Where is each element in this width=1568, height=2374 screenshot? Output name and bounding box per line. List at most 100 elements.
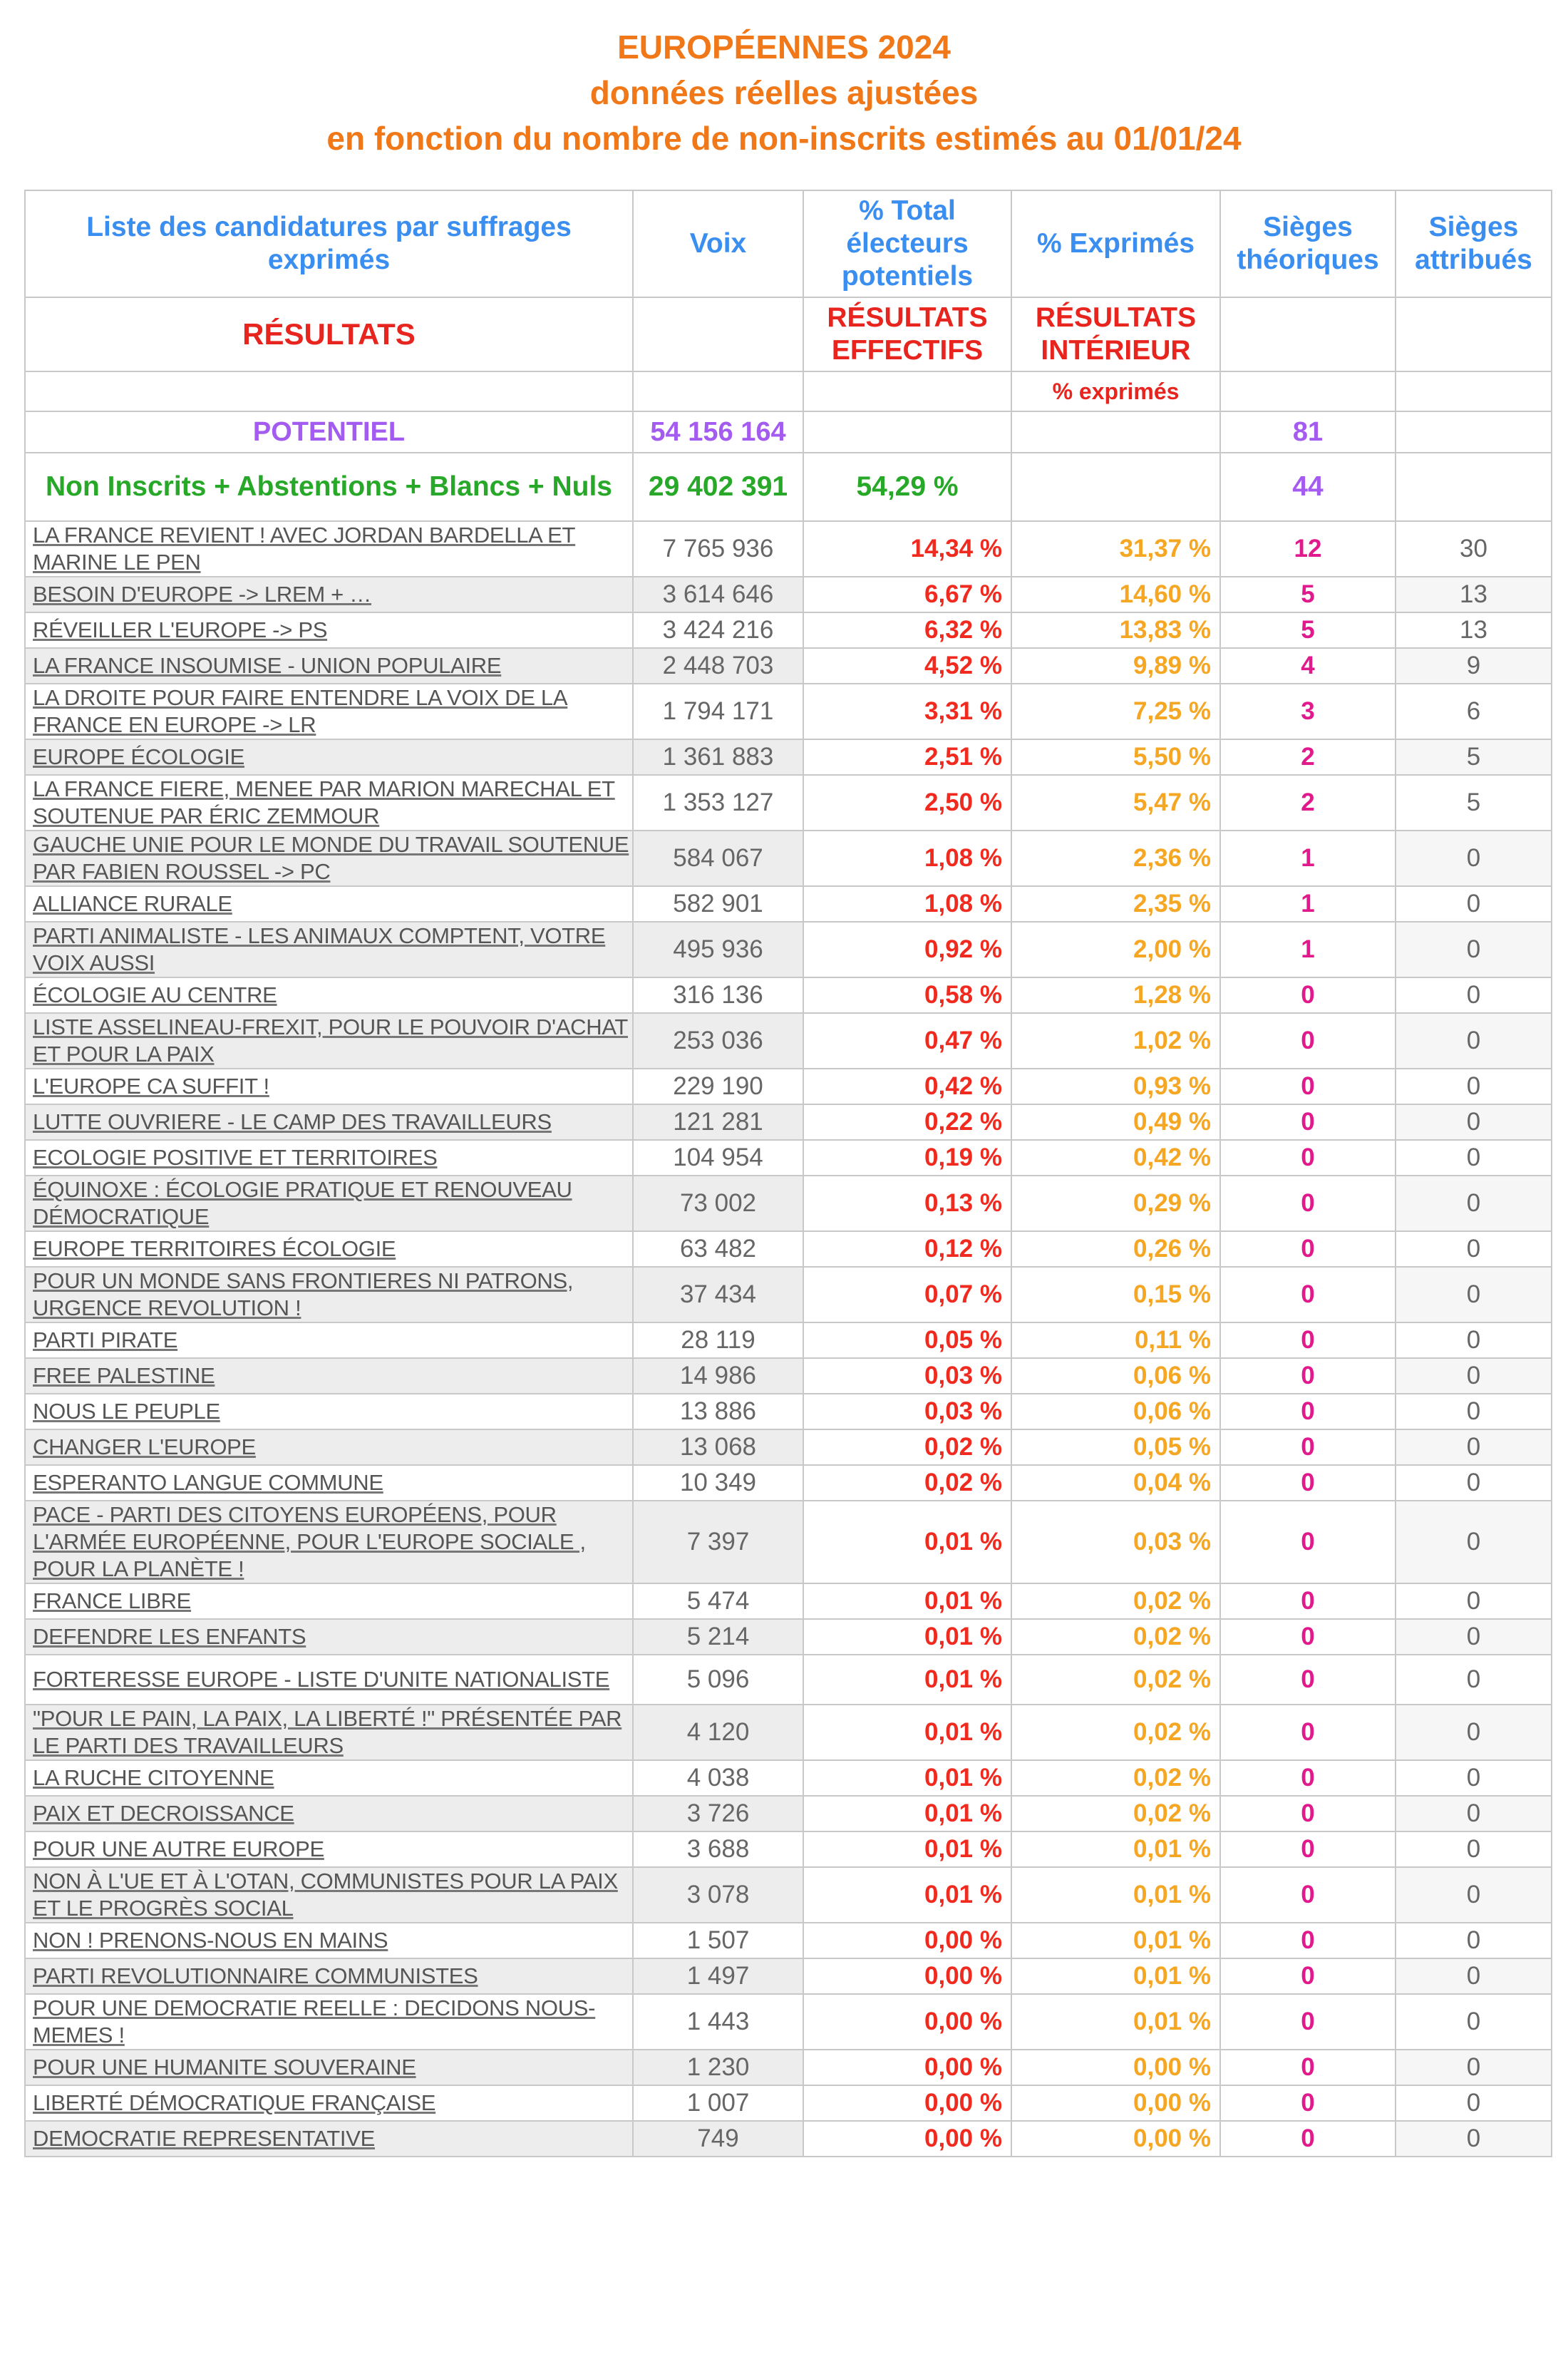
party-link[interactable]: "POUR LE PAIN, LA PAIX, LA LIBERTÉ !" PR…: [24, 1704, 634, 1761]
table-row: PARTI REVOLUTIONNAIRE COMMUNISTES 1 497 0,…: [24, 1958, 1552, 1995]
pct-total-cell: 0,01 %: [803, 1759, 1012, 1797]
pct-total-cell: 4,52 %: [803, 647, 1012, 684]
party-link[interactable]: PARTI ANIMALISTE - LES ANIMAUX COMPTENT,…: [24, 921, 634, 978]
party-link[interactable]: POUR UNE AUTRE EUROPE: [24, 1831, 634, 1868]
voix-cell: 1 794 171: [632, 683, 804, 740]
voix-cell: 3 614 646: [632, 576, 804, 613]
party-link[interactable]: POUR UN MONDE SANS FRONTIERES NI PATRONS…: [24, 1266, 634, 1323]
pct-exprimes-cell: 0,15 %: [1011, 1266, 1221, 1323]
sieges-attribues-cell: 5: [1395, 739, 1552, 776]
party-link[interactable]: PACE - PARTI DES CITOYENS EUROPÉENS, POU…: [24, 1500, 634, 1584]
party-link[interactable]: PARTI REVOLUTIONNAIRE COMMUNISTES: [24, 1958, 634, 1995]
pct-exprimes-cell: 1,28 %: [1011, 977, 1221, 1014]
pct-total-cell: 0,58 %: [803, 977, 1012, 1014]
party-link[interactable]: NON ! PRENONS-NOUS EN MAINS: [24, 1922, 634, 1959]
table-row: PARTI ANIMALISTE - LES ANIMAUX COMPTENT,…: [24, 921, 1552, 978]
sieges-theoriques-cell: 0: [1219, 1993, 1396, 2050]
party-link[interactable]: DEFENDRE LES ENFANTS: [24, 1618, 634, 1655]
sieges-attribues-cell: 0: [1395, 1175, 1552, 1232]
sieges-theoriques-cell: 1: [1219, 885, 1396, 923]
party-link[interactable]: DEMOCRATIE REPRESENTATIVE: [24, 2120, 634, 2157]
party-link[interactable]: CHANGER L'EUROPE: [24, 1429, 634, 1466]
sieges-theoriques-cell: 0: [1219, 1266, 1396, 1323]
party-link[interactable]: ECOLOGIE POSITIVE ET TERRITOIRES: [24, 1139, 634, 1176]
subheader-row: RÉSULTATS RÉSULTATS EFFECTIFS RÉSULTATS …: [24, 297, 1552, 372]
pct-exprimes-cell: 0,02 %: [1011, 1759, 1221, 1797]
pct-exprimes-cell: 5,47 %: [1011, 774, 1221, 831]
pct-total-cell: 0,01 %: [803, 1831, 1012, 1868]
sieges-theoriques-cell: 0: [1219, 1866, 1396, 1923]
voix-cell: 1 353 127: [632, 774, 804, 831]
sieges-theoriques-cell: 0: [1219, 1500, 1396, 1584]
sieges-theoriques-cell: 0: [1219, 1393, 1396, 1430]
party-link[interactable]: LA FRANCE INSOUMISE - UNION POPULAIRE: [24, 647, 634, 684]
table-row: ECOLOGIE POSITIVE ET TERRITOIRES 104 954 0…: [24, 1139, 1552, 1176]
voix-cell: 582 901: [632, 885, 804, 923]
sieges-theoriques-cell: 0: [1219, 1175, 1396, 1232]
party-link[interactable]: LUTTE OUVRIERE - LE CAMP DES TRAVAILLEUR…: [24, 1104, 634, 1141]
pct-exprimes-cell: 0,01 %: [1011, 1866, 1221, 1923]
party-link[interactable]: GAUCHE UNIE POUR LE MONDE DU TRAVAIL SOU…: [24, 830, 634, 887]
party-link[interactable]: NON À L'UE ET À L'OTAN, COMMUNISTES POUR…: [24, 1866, 634, 1923]
party-link[interactable]: ÉCOLOGIE AU CENTRE: [24, 977, 634, 1014]
sieges-attribues-cell: 30: [1395, 520, 1552, 577]
sieges-theoriques-cell: 0: [1219, 1322, 1396, 1359]
party-link[interactable]: FRANCE LIBRE: [24, 1583, 634, 1620]
party-link[interactable]: POUR UNE DEMOCRATIE REELLE : DECIDONS NO…: [24, 1993, 634, 2050]
pct-total-cell: 0,01 %: [803, 1866, 1012, 1923]
pct-exprimes-cell: 2,36 %: [1011, 830, 1221, 887]
pct-exprimes-cell: 2,00 %: [1011, 921, 1221, 978]
party-link[interactable]: EUROPE TERRITOIRES ÉCOLOGIE: [24, 1230, 634, 1268]
party-link[interactable]: ALLIANCE RURALE: [24, 885, 634, 923]
party-link[interactable]: LA FRANCE FIERE, MENEE PAR MARION MARECH…: [24, 774, 634, 831]
pct-exprimes-cell: 0,04 %: [1011, 1464, 1221, 1501]
table-row: LISTE ASSELINEAU-FREXIT, POUR LE POUVOIR…: [24, 1012, 1552, 1069]
table-row: LA FRANCE INSOUMISE - UNION POPULAIRE 2 4…: [24, 647, 1552, 684]
pct-total-cell: 0,01 %: [803, 1583, 1012, 1620]
party-link[interactable]: FREE PALESTINE: [24, 1357, 634, 1394]
pct-total-cell: 6,67 %: [803, 576, 1012, 613]
party-link[interactable]: ESPERANTO LANGUE COMMUNE: [24, 1464, 634, 1501]
voix-cell: 104 954: [632, 1139, 804, 1176]
party-link[interactable]: ÉQUINOXE : ÉCOLOGIE PRATIQUE ET RENOUVEA…: [24, 1175, 634, 1232]
party-link[interactable]: POUR UNE HUMANITE SOUVERAINE: [24, 2049, 634, 2086]
sieges-attribues-cell: 0: [1395, 1322, 1552, 1359]
pct-exprimes-cell: 31,37 %: [1011, 520, 1221, 577]
party-link[interactable]: FORTERESSE EUROPE - LISTE D'UNITE NATION…: [24, 1654, 634, 1705]
table-row: LIBERTÉ DÉMOCRATIQUE FRANÇAISE 1 007 0,00 …: [24, 2085, 1552, 2122]
pct-exprimes-cell: 7,25 %: [1011, 683, 1221, 740]
sieges-attribues-cell: 0: [1395, 1831, 1552, 1868]
pct-exprimes-cell: 0,01 %: [1011, 1922, 1221, 1959]
party-link[interactable]: LISTE ASSELINEAU-FREXIT, POUR LE POUVOIR…: [24, 1012, 634, 1069]
sieges-theoriques-cell: 2: [1219, 739, 1396, 776]
voix-cell: 13 068: [632, 1429, 804, 1466]
title-line-1: EUROPÉENNES 2024: [617, 29, 951, 66]
party-link[interactable]: PAIX ET DECROISSANCE: [24, 1795, 634, 1832]
party-link[interactable]: NOUS LE PEUPLE: [24, 1393, 634, 1430]
party-link[interactable]: LA FRANCE REVIENT ! AVEC JORDAN BARDELLA…: [24, 520, 634, 577]
title-line-2: données réelles ajustées: [589, 74, 979, 111]
pct-total-cell: 2,50 %: [803, 774, 1012, 831]
party-link[interactable]: L'EUROPE CA SUFFIT !: [24, 1068, 634, 1105]
party-link[interactable]: LIBERTÉ DÉMOCRATIQUE FRANÇAISE: [24, 2085, 634, 2122]
party-link[interactable]: PARTI PIRATE: [24, 1322, 634, 1359]
sieges-attribues-cell: 0: [1395, 1429, 1552, 1466]
pct-total-cell: 0,01 %: [803, 1654, 1012, 1705]
potentiel-sieges: 81: [1219, 411, 1396, 453]
voix-cell: 253 036: [632, 1012, 804, 1069]
table-row: GAUCHE UNIE POUR LE MONDE DU TRAVAIL SOU…: [24, 830, 1552, 887]
table-row: LA RUCHE CITOYENNE 4 038 0,01 % 0,02 % 0 0: [24, 1759, 1552, 1797]
party-link[interactable]: LA DROITE POUR FAIRE ENTENDRE LA VOIX DE…: [24, 683, 634, 740]
pct-exprimes-cell: 0,03 %: [1011, 1500, 1221, 1584]
party-link[interactable]: EUROPE ÉCOLOGIE: [24, 739, 634, 776]
party-link[interactable]: LA RUCHE CITOYENNE: [24, 1759, 634, 1797]
sieges-attribues-cell: 0: [1395, 1759, 1552, 1797]
voix-cell: 1 443: [632, 1993, 804, 2050]
pct-exprimes-cell: 14,60 %: [1011, 576, 1221, 613]
sieges-theoriques-cell: 0: [1219, 1068, 1396, 1105]
table-row: POUR UN MONDE SANS FRONTIERES NI PATRONS…: [24, 1266, 1552, 1323]
party-link[interactable]: RÉVEILLER L'EUROPE -> PS: [24, 612, 634, 649]
party-link[interactable]: BESOIN D'EUROPE -> LREM + …: [24, 576, 634, 613]
table-row: LA FRANCE FIERE, MENEE PAR MARION MARECH…: [24, 774, 1552, 831]
header-liste: Liste des candidatures par suffrages exp…: [24, 190, 634, 298]
